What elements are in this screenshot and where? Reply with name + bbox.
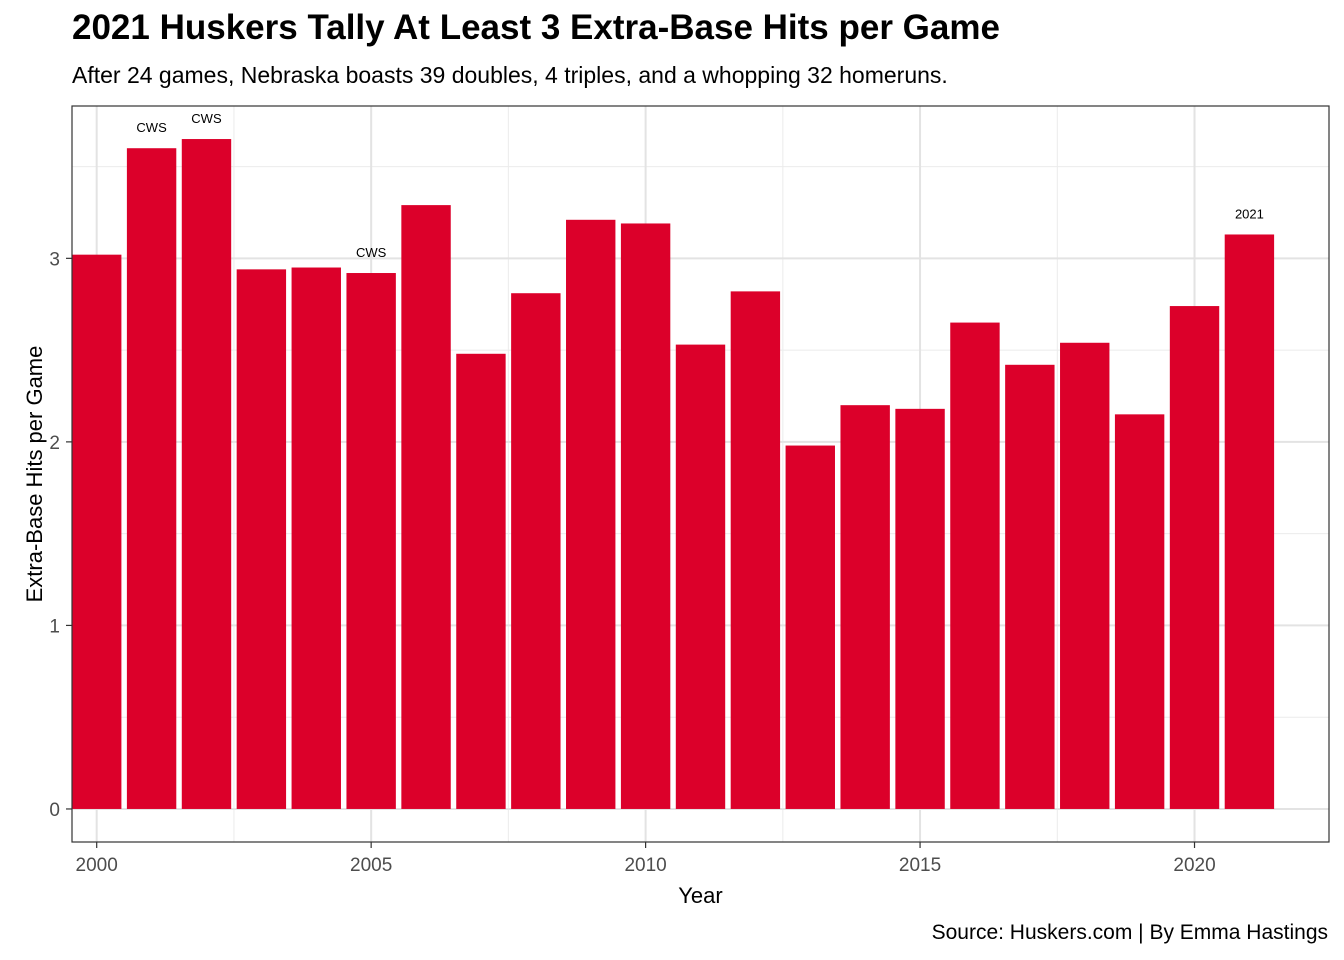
bar-2017 <box>1005 364 1055 809</box>
bar-annotation-2001: CWS <box>136 120 167 135</box>
axes: 0 1 2 3 2000 2005 2010 2015 2020 <box>49 249 1215 876</box>
chart-caption: Source: Huskers.com | By Emma Hastings <box>931 921 1328 944</box>
bar-2002 <box>181 139 232 809</box>
x-tick-label: 2005 <box>350 855 392 876</box>
bar-2018 <box>1060 342 1110 809</box>
bar-2009 <box>566 219 616 809</box>
bar-annotation-2021: 2021 <box>1235 206 1264 221</box>
bar-annotation-2002: CWS <box>191 111 222 126</box>
y-axis-title: Extra-Base Hits per Game <box>22 346 47 603</box>
bar-2003 <box>236 269 287 809</box>
plot-border <box>71 105 1330 843</box>
bar-2007 <box>456 353 506 809</box>
bar-2004 <box>291 267 341 809</box>
chart-title: 2021 Huskers Tally At Least 3 Extra-Base… <box>72 8 1000 47</box>
bar-2012 <box>730 291 781 809</box>
bar-2008 <box>511 293 561 809</box>
bar-2020 <box>1169 306 1220 809</box>
bar-2014 <box>840 405 890 809</box>
bar-2016 <box>950 322 1000 809</box>
bar-2019 <box>1114 414 1165 809</box>
bar-2010 <box>620 223 671 809</box>
bars <box>72 139 1275 809</box>
x-tick-label: 2015 <box>899 855 941 876</box>
y-tick-label: 2 <box>49 433 60 454</box>
bar-2001 <box>126 148 177 809</box>
bar-2000 <box>72 254 122 809</box>
bar-2013 <box>785 445 835 809</box>
x-tick-label: 2000 <box>76 855 118 876</box>
bar-2005 <box>346 273 396 809</box>
bar-annotation-2005: CWS <box>356 245 387 260</box>
bar-2006 <box>401 205 451 809</box>
bar-2011 <box>675 344 726 809</box>
x-tick-label: 2010 <box>624 855 666 876</box>
bar-annotations: CWS CWS CWS 2021 <box>136 111 1263 260</box>
bar-2015 <box>895 408 945 809</box>
x-tick-label: 2020 <box>1173 855 1215 876</box>
chart-subtitle: After 24 games, Nebraska boasts 39 doubl… <box>72 62 948 88</box>
x-axis-title: Year <box>678 883 722 908</box>
y-tick-label: 3 <box>49 249 60 270</box>
bar-2021 <box>1224 234 1275 809</box>
y-tick-label: 1 <box>49 616 60 637</box>
y-tick-label: 0 <box>49 800 60 821</box>
